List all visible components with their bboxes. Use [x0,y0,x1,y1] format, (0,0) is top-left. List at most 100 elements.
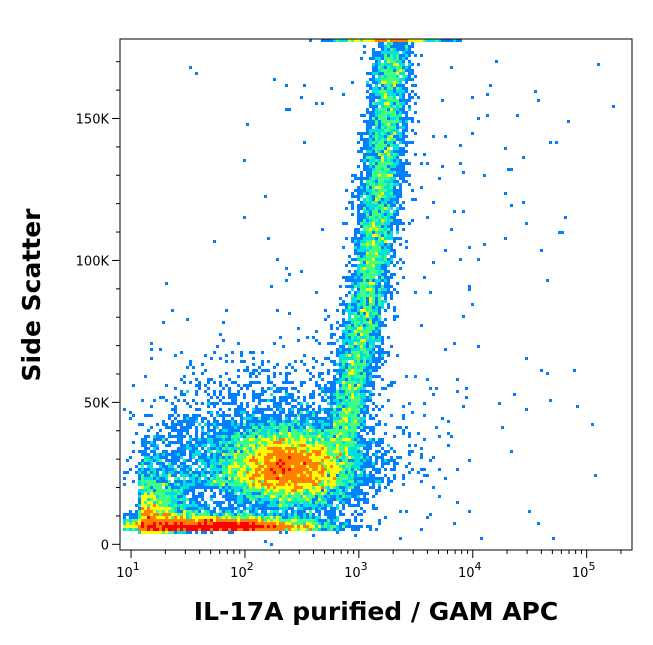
data-point [345,408,348,411]
data-point [273,342,276,345]
data-point [207,381,210,384]
data-point [156,489,159,492]
data-point [345,357,348,360]
data-point [393,237,396,240]
data-point [243,360,246,363]
data-point [366,363,369,366]
data-point [270,495,273,498]
data-point [294,474,297,477]
data-point [360,360,363,363]
data-point [393,141,396,144]
data-point [372,54,375,57]
data-point [396,150,399,153]
data-point [216,447,219,450]
data-point [294,465,297,468]
data-point [372,234,375,237]
data-point [207,429,210,432]
data-point [354,282,357,285]
data-point [369,237,372,240]
data-point [405,51,408,54]
data-point [330,471,333,474]
data-point [195,510,198,513]
data-point [372,462,375,465]
data-point [306,525,309,528]
data-point [360,147,363,150]
data-point [381,69,384,72]
data-point [360,330,363,333]
data-point [372,165,375,168]
data-point [354,414,357,417]
data-point [312,483,315,486]
data-point [267,381,270,384]
data-point [387,99,390,102]
data-point [255,375,258,378]
data-point [144,474,147,477]
data-point [324,423,327,426]
data-point [366,447,369,450]
data-point [372,351,375,354]
data-point [294,441,297,444]
data-point [363,282,366,285]
data-point [270,474,273,477]
data-point [333,522,336,525]
data-point [342,429,345,432]
data-point [360,477,363,480]
data-point [282,411,285,414]
data-point [237,426,240,429]
data-point [183,375,186,378]
data-point [300,486,303,489]
data-point [369,348,372,351]
data-point [375,324,378,327]
data-point [366,129,369,132]
data-point [378,72,381,75]
data-point [366,354,369,357]
data-point [360,435,363,438]
data-point [300,510,303,513]
data-point [267,378,270,381]
data-point [240,420,243,423]
data-point [339,444,342,447]
data-point [156,432,159,435]
data-point [381,78,384,81]
data-point [273,420,276,423]
data-point [348,201,351,204]
data-point [372,186,375,189]
data-point [351,492,354,495]
data-point [387,225,390,228]
data-point [330,417,333,420]
data-point [297,396,300,399]
data-point [342,276,345,279]
data-point [378,297,381,300]
data-point [240,441,243,444]
data-point [378,99,381,102]
data-point [396,315,399,318]
data-point [366,525,369,528]
data-point [195,384,198,387]
data-point [363,264,366,267]
data-point [381,42,384,45]
data-point [411,117,414,120]
data-point [366,165,369,168]
data-point [237,528,240,531]
data-point [270,450,273,453]
data-point [336,432,339,435]
data-point [366,150,369,153]
data-point [204,450,207,453]
data-point [306,450,309,453]
data-point [366,180,369,183]
data-point [219,477,222,480]
data-point [180,453,183,456]
data-point [144,441,147,444]
data-point [243,516,246,519]
data-point [219,435,222,438]
data-point [330,468,333,471]
data-point [159,468,162,471]
data-point [309,435,312,438]
data-point [384,219,387,222]
data-point [378,249,381,252]
data-point [387,153,390,156]
data-point [279,531,282,534]
data-point [318,441,321,444]
data-point [300,513,303,516]
data-point [354,294,357,297]
